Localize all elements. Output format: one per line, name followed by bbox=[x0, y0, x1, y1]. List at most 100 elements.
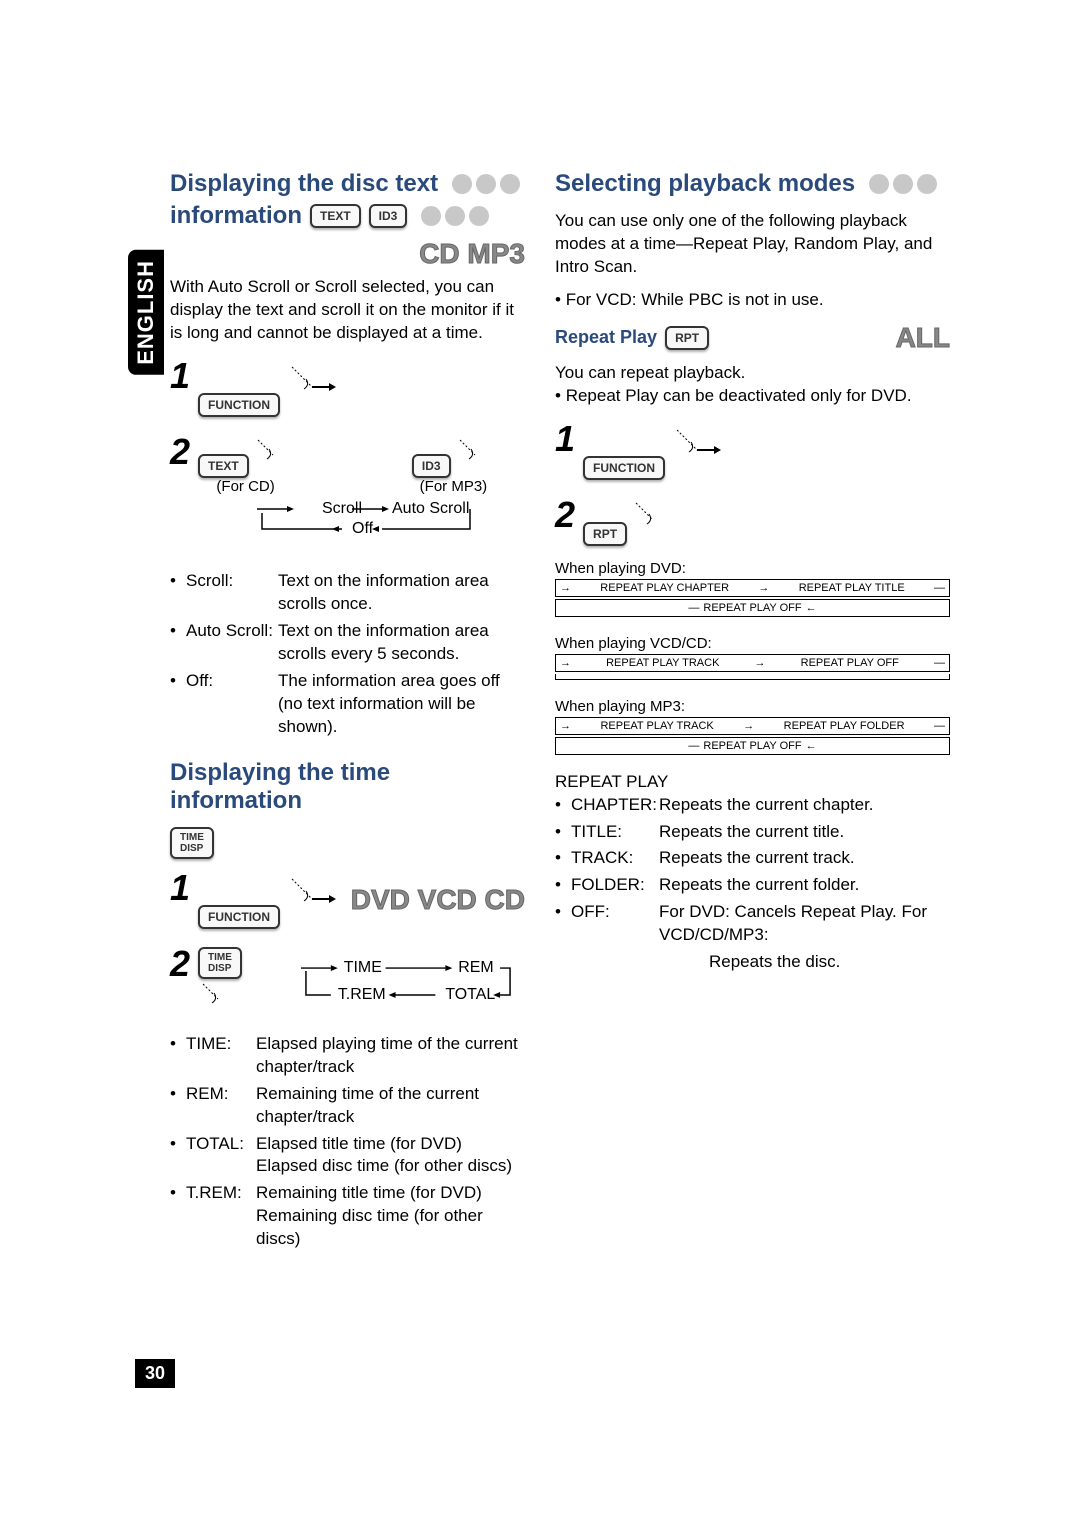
svg-text:TOTAL: TOTAL bbox=[445, 986, 495, 1003]
bullet-icon bbox=[421, 206, 441, 226]
media-icons: CD MP3 bbox=[419, 238, 525, 270]
flow-autoscroll: Auto Scroll bbox=[392, 500, 469, 517]
time-flow-diagram: TIME REM TOTAL T.REM bbox=[296, 953, 525, 1013]
def-key: CHAPTER: bbox=[571, 794, 659, 817]
bullet-icon bbox=[469, 206, 489, 226]
step-number: 1 bbox=[555, 418, 575, 460]
def-val: Remaining time of the current chapter/tr… bbox=[256, 1083, 525, 1129]
seq-label: REPEAT PLAY TITLE bbox=[795, 582, 909, 594]
language-tab: ENGLISH bbox=[128, 250, 164, 375]
step-1-time: 1 FUNCTION DVD VCD CD bbox=[170, 867, 525, 929]
def-key: Scroll: bbox=[186, 570, 278, 616]
step-number: 1 bbox=[170, 867, 190, 909]
step-2: 2 TEXT (For CD) ID3 (For MP3) bbox=[170, 431, 525, 556]
seq-label: REPEAT PLAY FOLDER bbox=[780, 720, 909, 732]
mp3-sequence-bottom: — REPEAT PLAY OFF ← bbox=[555, 737, 950, 755]
def-val: The information area goes off (no text i… bbox=[278, 670, 525, 739]
text-button-icon: TEXT bbox=[310, 204, 361, 228]
def-val: Repeats the current folder. bbox=[659, 874, 950, 897]
mp3-sequence-top: → REPEAT PLAY TRACK → REPEAT PLAY FOLDER… bbox=[555, 717, 950, 735]
media-icons: DVD VCD CD bbox=[351, 884, 525, 916]
def-val: Repeats the current chapter. bbox=[659, 794, 950, 817]
press-gesture-icon bbox=[253, 435, 293, 470]
def-val: Text on the information area scrolls eve… bbox=[278, 620, 525, 666]
scroll-flow-diagram: Scroll Auto Scroll Off bbox=[198, 499, 525, 556]
press-gesture-icon bbox=[198, 979, 238, 1014]
seq-label: REPEAT PLAY TRACK bbox=[596, 720, 717, 732]
seq-label: REPEAT PLAY TRACK bbox=[602, 657, 723, 669]
step-number: 2 bbox=[170, 943, 190, 985]
dvd-sequence-top: → REPEAT PLAY CHAPTER → REPEAT PLAY TITL… bbox=[555, 579, 950, 597]
off-extra: Repeats the disc. bbox=[659, 951, 950, 974]
def-val: Repeats the current title. bbox=[659, 821, 950, 844]
section-title-playback-modes: Selecting playback modes bbox=[555, 170, 950, 198]
step-number: 2 bbox=[170, 431, 190, 473]
press-gesture-icon bbox=[284, 359, 344, 409]
def-key: Off: bbox=[186, 670, 278, 739]
id3-button-icon: ID3 bbox=[369, 204, 408, 228]
playback-intro-bullet: • For VCD: While PBC is not in use. bbox=[555, 289, 950, 312]
press-gesture-icon bbox=[284, 871, 344, 921]
svg-text:T.REM: T.REM bbox=[338, 986, 386, 1003]
bullet-icon bbox=[445, 206, 465, 226]
step-number: 1 bbox=[170, 355, 190, 397]
bullet-icon bbox=[917, 174, 937, 194]
time-disp-button-icon: TIMEDISP bbox=[198, 947, 242, 979]
press-gesture-icon bbox=[669, 422, 729, 472]
step-1: 1 FUNCTION bbox=[170, 355, 525, 417]
svg-text:REM: REM bbox=[458, 959, 493, 976]
def-val: Elapsed playing time of the current chap… bbox=[256, 1033, 525, 1079]
decorative-bullets bbox=[421, 206, 489, 226]
intro-paragraph: With Auto Scroll or Scroll selected, you… bbox=[170, 276, 525, 345]
def-key: T.REM: bbox=[186, 1182, 256, 1251]
def-key: TOTAL: bbox=[186, 1133, 256, 1179]
def-val: Elapsed title time (for DVD) Elapsed dis… bbox=[256, 1133, 525, 1179]
flow-off: Off bbox=[352, 520, 374, 537]
id3-button-icon: ID3 bbox=[412, 454, 451, 478]
time-definitions: •TIME:Elapsed playing time of the curren… bbox=[170, 1033, 525, 1251]
seq-label: REPEAT PLAY OFF bbox=[699, 740, 805, 752]
section-title-disc-text: Displaying the disc text bbox=[170, 170, 525, 198]
vcd-sequence-return bbox=[555, 674, 950, 680]
playback-intro: You can use only one of the following pl… bbox=[555, 210, 950, 279]
section-title-time-info: Displaying the time information bbox=[170, 759, 525, 815]
when-dvd-label: When playing DVD: bbox=[555, 560, 950, 577]
bullet-icon bbox=[476, 174, 496, 194]
repeat-play-subheading: REPEAT PLAY bbox=[555, 771, 950, 794]
repeat-intro: You can repeat playback. bbox=[555, 362, 950, 385]
press-gesture-icon bbox=[631, 498, 671, 538]
when-mp3-label: When playing MP3: bbox=[555, 698, 950, 715]
title-text: information bbox=[170, 202, 302, 230]
repeat-step-2: 2 RPT bbox=[555, 494, 950, 546]
scroll-definitions: •Scroll:Text on the information area scr… bbox=[170, 570, 525, 739]
text-button-icon: TEXT bbox=[198, 454, 249, 478]
seq-label: REPEAT PLAY CHAPTER bbox=[596, 582, 733, 594]
dvd-sequence-bottom: — REPEAT PLAY OFF ← bbox=[555, 599, 950, 617]
svg-text:TIME: TIME bbox=[344, 959, 382, 976]
title-text: Selecting playback modes bbox=[555, 170, 855, 198]
for-mp3-caption: (For MP3) bbox=[412, 478, 495, 495]
repeat-definitions: •CHAPTER:Repeats the current chapter. •T… bbox=[555, 794, 950, 975]
def-key: Auto Scroll: bbox=[186, 620, 278, 666]
seq-label: REPEAT PLAY OFF bbox=[797, 657, 903, 669]
def-val: For DVD: Cancels Repeat Play. For VCD/CD… bbox=[659, 901, 950, 947]
bullet-icon bbox=[452, 174, 472, 194]
def-key: TITLE: bbox=[571, 821, 659, 844]
bullet-text: For VCD: While PBC is not in use. bbox=[566, 290, 824, 309]
def-key: REM: bbox=[186, 1083, 256, 1129]
bullet-icon bbox=[500, 174, 520, 194]
def-val: Repeats the current track. bbox=[659, 847, 950, 870]
repeat-bullet: • Repeat Play can be deactivated only fo… bbox=[555, 385, 950, 408]
press-gesture-icon bbox=[455, 435, 495, 470]
bullet-icon bbox=[893, 174, 913, 194]
def-key: OFF: bbox=[571, 901, 659, 947]
section-title-disc-text-2: information TEXT ID3 bbox=[170, 202, 525, 230]
rpt-button-icon: RPT bbox=[665, 326, 709, 350]
step-2-time: 2 TIMEDISP TIME REM TOTAL T.REM bbox=[170, 943, 525, 1019]
bullet-icon bbox=[869, 174, 889, 194]
step-number: 2 bbox=[555, 494, 575, 536]
vcd-sequence: → REPEAT PLAY TRACK → REPEAT PLAY OFF — bbox=[555, 654, 950, 672]
page-number: 30 bbox=[135, 1359, 175, 1388]
repeat-step-1: 1 FUNCTION bbox=[555, 418, 950, 480]
time-disp-button-icon: TIMEDISP bbox=[170, 827, 214, 859]
